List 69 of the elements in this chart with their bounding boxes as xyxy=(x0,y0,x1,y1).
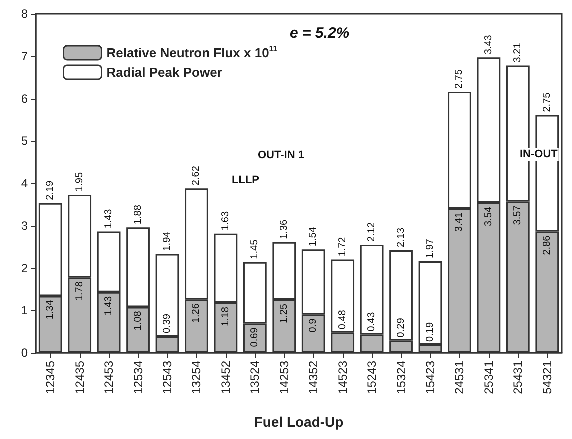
data-label: 3.43 xyxy=(483,34,494,55)
x-tick-label: 14253 xyxy=(277,360,292,394)
annotation: LLLP xyxy=(232,174,260,186)
y-tick-label: 4 xyxy=(21,176,28,190)
data-label: 1.43 xyxy=(104,296,115,316)
data-label: 1.18 xyxy=(220,306,232,326)
data-label: 2.12 xyxy=(366,222,378,242)
data-label: 1.54 xyxy=(308,226,320,247)
data-label: 2.75 xyxy=(542,92,553,112)
data-label: 1.78 xyxy=(74,281,86,302)
y-tick-label: 8 xyxy=(21,7,28,21)
x-tick-label: 12534 xyxy=(131,360,146,394)
data-label: 2.75 xyxy=(454,69,466,89)
data-label: 1.45 xyxy=(250,239,261,260)
x-tick-label: 25431 xyxy=(511,360,526,394)
x-tick-label: 12543 xyxy=(160,360,174,394)
data-label: 3.41 xyxy=(454,212,466,232)
annotation: IN-OUT xyxy=(520,148,558,160)
data-label: 0.19 xyxy=(425,322,436,342)
x-axis-title: Fuel Load-Up xyxy=(254,414,344,430)
data-label: 0.69 xyxy=(250,327,261,348)
y-tick-label: 7 xyxy=(21,49,28,64)
annotation: OUT-IN 1 xyxy=(258,150,304,162)
data-label: 2.86 xyxy=(542,235,553,256)
data-label: 1.43 xyxy=(104,208,115,229)
data-label: 1.94 xyxy=(162,231,173,252)
x-tick-label: 54321 xyxy=(540,360,554,394)
data-label: 3.57 xyxy=(512,205,524,226)
x-tick-label: 13452 xyxy=(218,360,233,394)
annotation: e = 5.2% xyxy=(290,25,350,42)
data-label: 2.19 xyxy=(45,180,56,200)
legend-label: Radial Peak Power xyxy=(106,65,222,80)
y-tick-label: 1 xyxy=(21,304,28,318)
x-tick-label: 12345 xyxy=(44,360,58,394)
data-label: 1.72 xyxy=(337,236,348,257)
x-tick-label: 15423 xyxy=(424,360,438,394)
y-tick-label: 5 xyxy=(21,134,28,148)
data-label: 0.43 xyxy=(366,312,378,332)
x-tick-label: 15243 xyxy=(365,360,380,394)
data-label: 1.63 xyxy=(220,211,232,231)
data-label: 1.34 xyxy=(45,300,56,320)
x-tick-label: 14523 xyxy=(336,360,350,394)
data-label: 1.08 xyxy=(132,310,144,331)
data-label: 2.13 xyxy=(396,228,407,248)
x-tick-label: 12453 xyxy=(102,360,116,394)
y-tick-label: 2 xyxy=(21,261,28,276)
data-label: 0.39 xyxy=(162,314,173,334)
data-label: 0.9 xyxy=(308,318,320,333)
data-label: 0.29 xyxy=(396,318,407,338)
y-tick-label: 3 xyxy=(21,218,28,233)
x-tick-label: 25341 xyxy=(482,360,496,394)
data-label: 1.95 xyxy=(74,172,86,192)
y-tick-label: 6 xyxy=(21,92,28,106)
data-label: 0.48 xyxy=(337,310,348,330)
data-label: 1.97 xyxy=(425,238,436,258)
data-label: 3.54 xyxy=(483,206,494,226)
data-label: 1.88 xyxy=(132,204,144,225)
x-tick-label: 13254 xyxy=(190,360,204,394)
x-tick-label: 14352 xyxy=(306,360,321,394)
x-tick-label: 24531 xyxy=(452,360,467,394)
data-label: 1.36 xyxy=(278,220,290,240)
data-label: 1.26 xyxy=(191,303,202,324)
data-label: 2.62 xyxy=(191,166,202,186)
data-label: 1.25 xyxy=(278,304,290,324)
x-tick-label: 13524 xyxy=(248,360,262,394)
x-tick-label: 12435 xyxy=(72,360,87,394)
data-label: 3.21 xyxy=(512,42,524,63)
x-tick-label: 15324 xyxy=(394,360,408,394)
y-tick-label: 0 xyxy=(21,346,28,360)
